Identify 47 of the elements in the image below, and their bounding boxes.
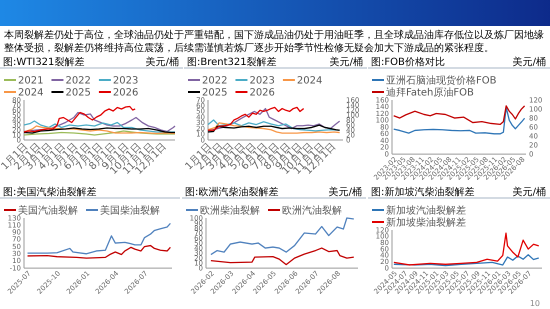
legend-label: 新加坡柴油裂解差 — [386, 216, 466, 228]
legend-label: 美国柴油裂解 — [100, 204, 160, 216]
legend-label: 2026 — [112, 88, 138, 98]
text: 本周裂解差仍处于高位，全球油品仍处于严重错配，国下游成品油仍处于用油旺季，且全球成品油库存低位以及炼厂因地缘整体受损，裂解差仍将维持高位震荡，后续需谨慎若炼厂逐步开始季节性检修无疑会加大下游成品的紧张程度。 — [4, 29, 544, 54]
line-series — [23, 106, 136, 133]
y2-axis-title: 美元/桶 — [512, 56, 546, 68]
legend-label: 2022 — [202, 76, 228, 86]
line-series — [210, 217, 354, 256]
line-series — [207, 106, 304, 131]
legend-label: 2024 — [296, 76, 322, 86]
y-axis-title: 美元/桶 — [512, 186, 546, 198]
chart-title: 图:WTI321裂解差 — [3, 56, 84, 68]
line-series — [23, 112, 176, 132]
legend-label: 2024 — [18, 88, 44, 98]
legend-label: 亚洲石脑油现货价格FOB — [386, 74, 497, 86]
y-axis-title: 美元/桶 — [146, 56, 179, 68]
chart-title: 图:新加坡汽柴油裂解差 — [371, 186, 474, 198]
legend-label: 2025 — [202, 88, 228, 98]
chart-title: 图:美国汽柴油裂解差 — [3, 186, 96, 198]
y2-axis-title: 美元/桶 — [330, 56, 363, 68]
chart-title: 图:欧洲汽柴油裂解差 — [185, 186, 278, 198]
chart-title: 图:Brent321裂解差 — [187, 56, 277, 68]
line-series — [207, 108, 340, 132]
legend-label: 2021 — [18, 76, 44, 86]
line-series — [23, 125, 176, 134]
legend-label: 美国汽油裂解 — [18, 204, 78, 216]
legend-label: 2023 — [249, 76, 275, 86]
line-series — [23, 120, 176, 133]
legend-label: 欧洲汽油裂解 — [282, 204, 342, 216]
legend-label: 2025 — [65, 88, 91, 98]
text: 10 — [530, 299, 540, 308]
line-series — [26, 244, 172, 259]
legend-label: 新加坡汽油裂解差 — [386, 204, 466, 216]
line-series — [207, 119, 340, 132]
line-series — [393, 106, 526, 134]
line-series — [26, 222, 172, 254]
line-series — [393, 254, 540, 266]
legend-label: 欧洲柴油裂解 — [200, 204, 260, 216]
y-axis-title: 美元/桶 — [328, 186, 362, 198]
legend-label: 2023 — [112, 76, 138, 86]
legend-label: 2022 — [65, 76, 91, 86]
line-series — [393, 105, 526, 126]
line-series — [393, 232, 540, 266]
legend-label: 迪拜Fateh原油FOB — [386, 86, 474, 98]
chart-title: 图:FOB价格对比 — [371, 56, 445, 68]
line-series — [210, 247, 354, 266]
legend-label: 2026 — [249, 88, 275, 98]
